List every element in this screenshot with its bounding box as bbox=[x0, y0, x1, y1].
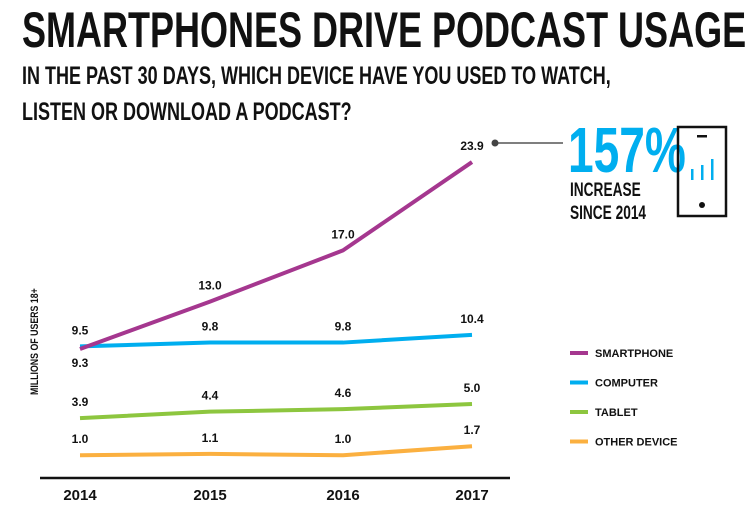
callout-value: 157% bbox=[568, 114, 686, 186]
smartphone-signal-icon bbox=[676, 125, 728, 218]
data-label: 4.4 bbox=[202, 389, 219, 403]
series-line-smartphone bbox=[79, 160, 474, 351]
x-tick-label: 2016 bbox=[326, 487, 359, 504]
data-label: 9.3 bbox=[72, 356, 89, 370]
y-axis-label: MILLIONS OF USERS 18+ bbox=[29, 288, 41, 395]
series-line-tablet bbox=[79, 402, 473, 421]
data-label: 9.5 bbox=[72, 323, 89, 337]
callout-line2: SINCE 2014 bbox=[570, 203, 647, 224]
x-tick-label: 2014 bbox=[63, 487, 97, 504]
data-label: 1.1 bbox=[202, 431, 219, 445]
callout-connector-dot bbox=[491, 139, 499, 147]
data-label: 4.6 bbox=[335, 386, 352, 400]
data-label: 23.9 bbox=[460, 139, 484, 153]
data-label: 17.0 bbox=[331, 227, 355, 241]
x-tick-label: 2015 bbox=[193, 487, 226, 504]
legend-label: SMARTPHONE bbox=[595, 348, 673, 360]
data-label: 5.0 bbox=[464, 381, 481, 395]
data-label: 1.0 bbox=[72, 432, 89, 446]
chart-subtitle-line1: IN THE PAST 30 DAYS, WHICH DEVICE HAVE Y… bbox=[22, 62, 611, 90]
legend-label: TABLET bbox=[595, 407, 638, 419]
chart-title: SMARTPHONES DRIVE PODCAST USAGE bbox=[22, 2, 746, 58]
data-label: 3.9 bbox=[72, 395, 89, 409]
callout-line1: INCREASE bbox=[570, 180, 641, 201]
legend-label: OTHER DEVICE bbox=[595, 437, 678, 449]
series-line-computer bbox=[79, 332, 473, 349]
data-label: 13.0 bbox=[198, 279, 222, 293]
data-label: 1.7 bbox=[464, 423, 481, 437]
data-label: 10.4 bbox=[460, 312, 484, 326]
series-line-other-device bbox=[79, 444, 473, 458]
data-label: 9.8 bbox=[202, 320, 219, 334]
data-label: 9.8 bbox=[335, 320, 352, 334]
chart-subtitle-line2: LISTEN OR DOWNLOAD A PODCAST? bbox=[22, 98, 352, 126]
legend-label: COMPUTER bbox=[595, 378, 658, 390]
x-tick-label: 2017 bbox=[455, 487, 488, 504]
data-label: 1.0 bbox=[335, 432, 352, 446]
